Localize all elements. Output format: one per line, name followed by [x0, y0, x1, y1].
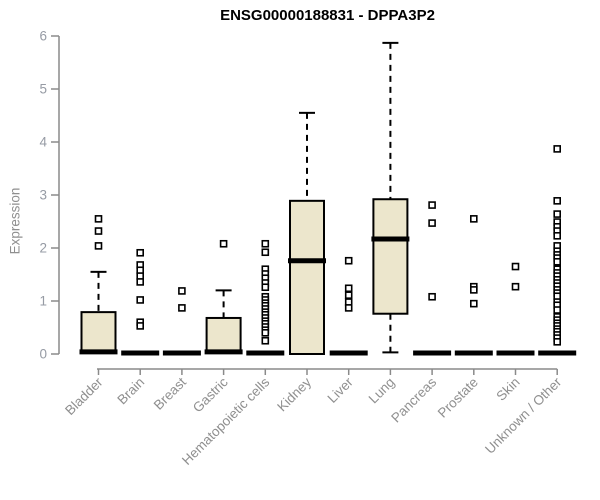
x-label-gastric: Gastric	[190, 374, 231, 415]
outlier-point	[428, 219, 436, 227]
outlier-point	[261, 328, 270, 337]
outlier-point	[344, 291, 353, 299]
x-label-prostate: Prostate	[435, 375, 481, 421]
outlier-point	[553, 257, 562, 266]
outlier-point	[553, 145, 562, 153]
x-label-unknown-other: Unknown / Other	[482, 374, 565, 457]
outlier-point	[261, 283, 270, 292]
outlier-point	[219, 239, 228, 248]
outlier-point	[136, 278, 144, 286]
y-tick-label: 1	[39, 294, 47, 309]
outlier-point	[428, 201, 436, 209]
x-label-breast: Breast	[151, 374, 189, 412]
boxplot-breast	[162, 287, 201, 356]
boxplot-skin	[496, 262, 535, 356]
iqr-box	[80, 311, 117, 354]
outlier-point	[94, 215, 103, 223]
outlier-point	[178, 304, 186, 312]
outlier-point	[178, 287, 186, 295]
outlier-point	[344, 256, 353, 265]
boxplot-lung	[371, 41, 410, 354]
outlier-point	[136, 296, 144, 304]
iqr-box	[289, 199, 325, 355]
x-label-liver: Liver	[325, 374, 357, 406]
outlier-point	[136, 322, 144, 330]
boxplot-kidney	[288, 111, 326, 355]
boxplot-liver	[329, 256, 368, 356]
chart-title: ENSG00000188831 - DPPA3P2	[220, 7, 435, 24]
boxplot-brain	[121, 248, 160, 356]
outlier-point	[553, 197, 562, 205]
iqr-box	[205, 316, 242, 354]
outlier-point	[261, 248, 270, 257]
outlier-point	[553, 338, 562, 346]
outlier-point	[344, 284, 353, 293]
y-tick-label: 5	[39, 82, 47, 97]
outlier-point	[469, 299, 478, 308]
y-tick-label: 3	[39, 188, 47, 203]
boxplot-gastric	[204, 239, 243, 355]
outlier-point	[553, 306, 562, 314]
outlier-point	[94, 242, 103, 250]
x-label-pancreas: Pancreas	[388, 374, 439, 425]
x-label-kidney: Kidney	[274, 374, 314, 414]
outlier-point	[261, 336, 270, 345]
boxplot-prostate	[454, 215, 493, 356]
outlier-point	[469, 215, 478, 223]
x-label-bladder: Bladder	[62, 374, 106, 418]
outlier-point	[261, 239, 270, 248]
boxplot-hematopoietic-cells	[246, 239, 285, 356]
outlier-point	[469, 286, 478, 294]
x-label-brain: Brain	[114, 375, 147, 408]
outlier-point	[511, 282, 520, 291]
outlier-point	[94, 227, 103, 235]
boxplot-unknown-other	[538, 145, 577, 356]
boxplot-bladder	[79, 215, 118, 355]
y-tick-label: 0	[39, 347, 47, 362]
outlier-point	[344, 304, 353, 312]
outlier-point	[553, 210, 562, 218]
outlier-point	[511, 262, 520, 271]
x-label-skin: Skin	[493, 375, 522, 404]
iqr-box	[372, 198, 409, 315]
x-label-lung: Lung	[366, 375, 398, 407]
y-tick-label: 2	[39, 241, 47, 256]
y-tick-label: 6	[39, 29, 47, 44]
outlier-point	[428, 292, 436, 301]
outlier-point	[136, 248, 144, 257]
boxplot-pancreas	[413, 201, 452, 356]
y-tick-label: 4	[39, 135, 47, 150]
outlier-point	[553, 232, 562, 240]
